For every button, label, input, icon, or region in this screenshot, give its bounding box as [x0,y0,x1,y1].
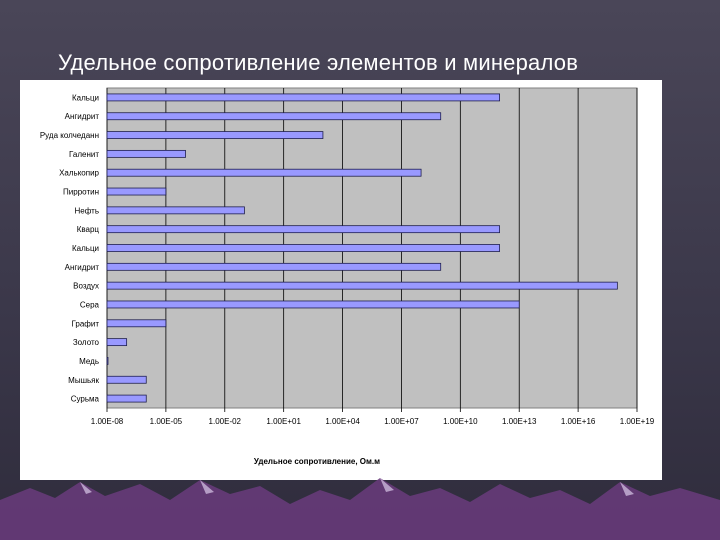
category-label: Медь [79,357,99,366]
mountain-shape [0,478,720,540]
bar [106,281,618,290]
bar [106,300,520,309]
chart-frame: Кальци Ангидрит Руда колчеданн Галенит Хальк… [20,80,662,480]
bar [106,187,167,196]
bar [106,244,500,252]
slide-title: Удельное сопротивление элементов и минер… [58,50,579,75]
bar [106,375,147,384]
x-tick-label: 1.00E+04 [325,417,360,426]
category-label: Руда колчеданн [40,131,99,140]
category-label: Воздух [73,282,99,291]
bar [106,149,186,158]
mountain-silhouette-decoration [0,478,720,540]
x-tick-labels: 1.00E-08 1.00E-05 1.00E-02 1.00E+01 1.00E+04… [91,417,655,426]
bar [106,168,422,177]
category-label: Кальци [72,93,99,102]
category-label: Кальци [72,244,99,253]
bar [106,225,500,234]
bar [106,394,147,403]
category-label: Мышьяк [68,376,99,385]
category-label: Пирротин [63,188,99,197]
bar [106,338,128,347]
category-label: Графит [72,319,100,328]
bar [106,93,500,102]
x-axis-title: Удельное сопротивление, Ом.м [254,457,380,466]
x-tick-label: 1.00E+01 [266,417,301,426]
category-label: Нефть [75,206,99,215]
bars [106,93,618,403]
category-labels: Кальци Ангидрит Руда колчеданн Галенит Хальк… [40,93,100,403]
category-label: Ангидрит [65,112,100,121]
category-label: Золото [73,338,100,347]
category-label: Халькопир [59,169,99,178]
x-tick-label: 1.00E+10 [443,417,478,426]
category-label: Кварц [77,225,100,234]
bar [106,262,442,271]
x-tick-label: 1.00E-02 [209,417,242,426]
bar [106,112,442,121]
bar [106,206,245,215]
category-label: Ангидрит [65,263,100,272]
category-label: Сурьма [71,395,100,404]
x-tick-label: 1.00E-08 [91,417,124,426]
bar [106,357,109,365]
bar [106,319,167,328]
x-tick-label: 1.00E+07 [384,417,419,426]
resistivity-chart: Кальци Ангидрит Руда колчеданн Галенит Хальк… [40,87,655,466]
category-label: Галенит [69,150,99,159]
category-label: Сера [80,300,100,309]
x-tick-label: 1.00E+13 [502,417,537,426]
x-tick-label: 1.00E+16 [561,417,596,426]
bar [106,131,324,139]
x-tick-label: 1.00E+19 [620,417,655,426]
x-tick-label: 1.00E-05 [150,417,183,426]
